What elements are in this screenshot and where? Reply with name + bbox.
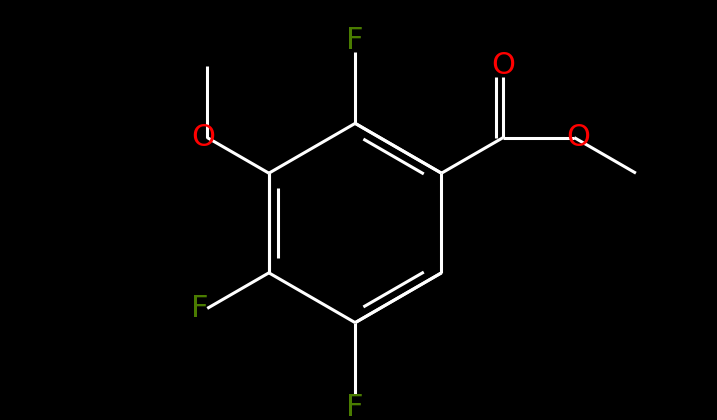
Text: F: F (191, 294, 209, 323)
Text: F: F (346, 26, 364, 55)
Text: F: F (346, 393, 364, 420)
Text: O: O (491, 51, 515, 80)
Text: O: O (191, 123, 215, 152)
Text: O: O (566, 123, 590, 152)
